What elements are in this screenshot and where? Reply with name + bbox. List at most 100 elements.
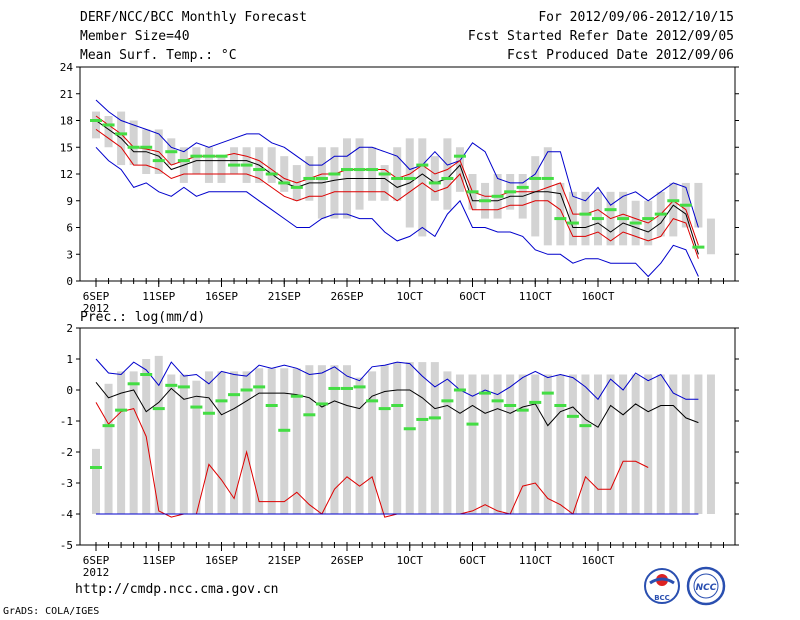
y-tick-label: 3: [66, 248, 73, 261]
forecast-marker: [391, 176, 404, 180]
forecast-marker: [265, 172, 278, 176]
ensemble-bar: [242, 371, 251, 514]
forecast-marker: [290, 394, 303, 398]
ensemble-bar: [330, 147, 339, 219]
ensemble-bar: [581, 191, 590, 246]
ensemble-bar: [543, 147, 552, 246]
forecast-marker: [140, 373, 153, 376]
forecast-marker: [278, 428, 291, 432]
ensemble-bar: [669, 182, 678, 237]
x-tick-label: 6SEP: [83, 290, 110, 303]
forecast-marker: [579, 424, 592, 428]
forecast-marker: [566, 414, 579, 418]
ensemble-bar: [292, 368, 301, 514]
forecast-marker: [692, 245, 705, 249]
forecast-marker: [290, 185, 303, 189]
forecast-marker: [303, 176, 316, 180]
forecast-marker: [328, 386, 341, 390]
ensemble-bar: [556, 374, 565, 514]
forecast-period: For 2012/09/06-2012/10/15: [538, 10, 734, 25]
forecast-marker: [90, 466, 102, 469]
ensemble-bar: [430, 156, 439, 201]
forecast-marker: [541, 391, 554, 395]
forecast-marker: [391, 404, 404, 407]
forecast-marker: [441, 399, 454, 403]
forecast-marker: [466, 422, 479, 426]
forecast-marker: [228, 163, 241, 167]
ensemble-bar: [179, 374, 188, 514]
ensemble-bar: [92, 448, 100, 514]
forecast-marker: [629, 221, 642, 225]
ensemble-bar: [455, 147, 464, 192]
x-tick-label: 1OCT: [397, 290, 424, 303]
ensemble-bar: [493, 374, 502, 514]
ensemble-bar: [531, 156, 540, 237]
ncc-logo-text: NCC: [696, 583, 717, 593]
ensemble-bar: [117, 371, 126, 514]
ensemble-bar: [706, 218, 715, 255]
ensemble-bar: [455, 374, 464, 514]
x-tick-label: 21SEP: [268, 554, 301, 567]
forecast-marker: [428, 181, 441, 185]
forecast-marker: [165, 383, 178, 387]
ensemble-bar: [267, 368, 276, 514]
forecast-marker: [554, 217, 567, 221]
forecast-marker: [140, 145, 153, 149]
x-tick-label: 6OCT: [459, 554, 486, 567]
y-tick-label: -2: [60, 446, 73, 459]
x-tick-label: 16OCT: [581, 290, 614, 303]
forecast-marker: [479, 391, 492, 395]
forecast-marker: [403, 427, 416, 431]
forecast-marker: [90, 119, 102, 122]
ensemble-bar: [706, 374, 715, 514]
ensemble-bar: [669, 374, 678, 514]
y-tick-label: 0: [66, 384, 73, 397]
x-tick-label: 11OCT: [519, 290, 552, 303]
ensemble-bar: [656, 374, 665, 514]
forecast-marker: [341, 168, 353, 172]
y-tick-label: -3: [60, 477, 73, 490]
x-tick-label: 16SEP: [205, 554, 238, 567]
forecast-marker: [115, 132, 128, 136]
forecast-started: Fcst Started Refer Date 2012/09/05: [467, 29, 734, 44]
x-tick-label: 11SEP: [142, 554, 175, 567]
forecast-marker: [102, 123, 115, 127]
plot-frame: [79, 327, 736, 546]
forecast-marker: [679, 203, 692, 207]
x-tick-label: 16OCT: [581, 554, 614, 567]
forecast-marker: [341, 386, 353, 390]
forecast-marker: [579, 212, 592, 216]
y-tick-label: 2: [66, 322, 73, 335]
series-line-max: [95, 99, 699, 228]
ensemble-bar: [217, 156, 226, 183]
ensemble-bar: [129, 120, 138, 166]
ensemble-bar: [368, 147, 377, 201]
ensemble-bar: [330, 365, 339, 514]
ensemble-bar: [355, 377, 364, 514]
forecast-marker: [315, 402, 328, 406]
source-url[interactable]: http://cmdp.ncc.cma.gov.cn: [75, 582, 279, 597]
ensemble-bar: [355, 138, 364, 210]
forecast-marker: [428, 416, 441, 420]
ensemble-bar: [255, 368, 264, 514]
forecast-marker: [541, 176, 554, 180]
forecast-marker: [353, 168, 366, 172]
x-tick-label: 21SEP: [268, 290, 301, 303]
ensemble-bar: [443, 138, 452, 210]
ensemble-bar: [393, 362, 402, 514]
ensemble-bar: [481, 374, 490, 514]
ensemble-bar: [280, 368, 289, 514]
forecast-marker: [416, 417, 429, 421]
forecast-marker: [491, 399, 504, 403]
ensemble-bar: [606, 374, 615, 514]
ensemble-bar: [267, 147, 276, 183]
ensemble-bar: [531, 374, 540, 514]
y-tick-label: 12: [60, 168, 73, 181]
temp-panel-title: Mean Surf. Temp.: °C: [80, 48, 237, 63]
ensemble-bar: [418, 362, 427, 514]
forecast-marker: [554, 404, 567, 407]
ensemble-bar: [581, 374, 590, 514]
forecast-marker: [491, 194, 504, 198]
